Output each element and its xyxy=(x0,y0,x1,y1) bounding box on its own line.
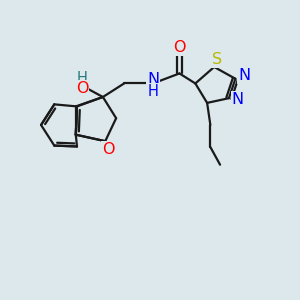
Text: N: N xyxy=(238,68,250,83)
Text: O: O xyxy=(102,142,114,157)
Text: S: S xyxy=(212,52,222,67)
Text: O: O xyxy=(76,81,88,96)
Text: H: H xyxy=(148,84,158,99)
Text: H: H xyxy=(77,71,88,86)
Text: N: N xyxy=(147,71,159,86)
Text: N: N xyxy=(232,92,244,107)
Text: O: O xyxy=(173,40,186,55)
